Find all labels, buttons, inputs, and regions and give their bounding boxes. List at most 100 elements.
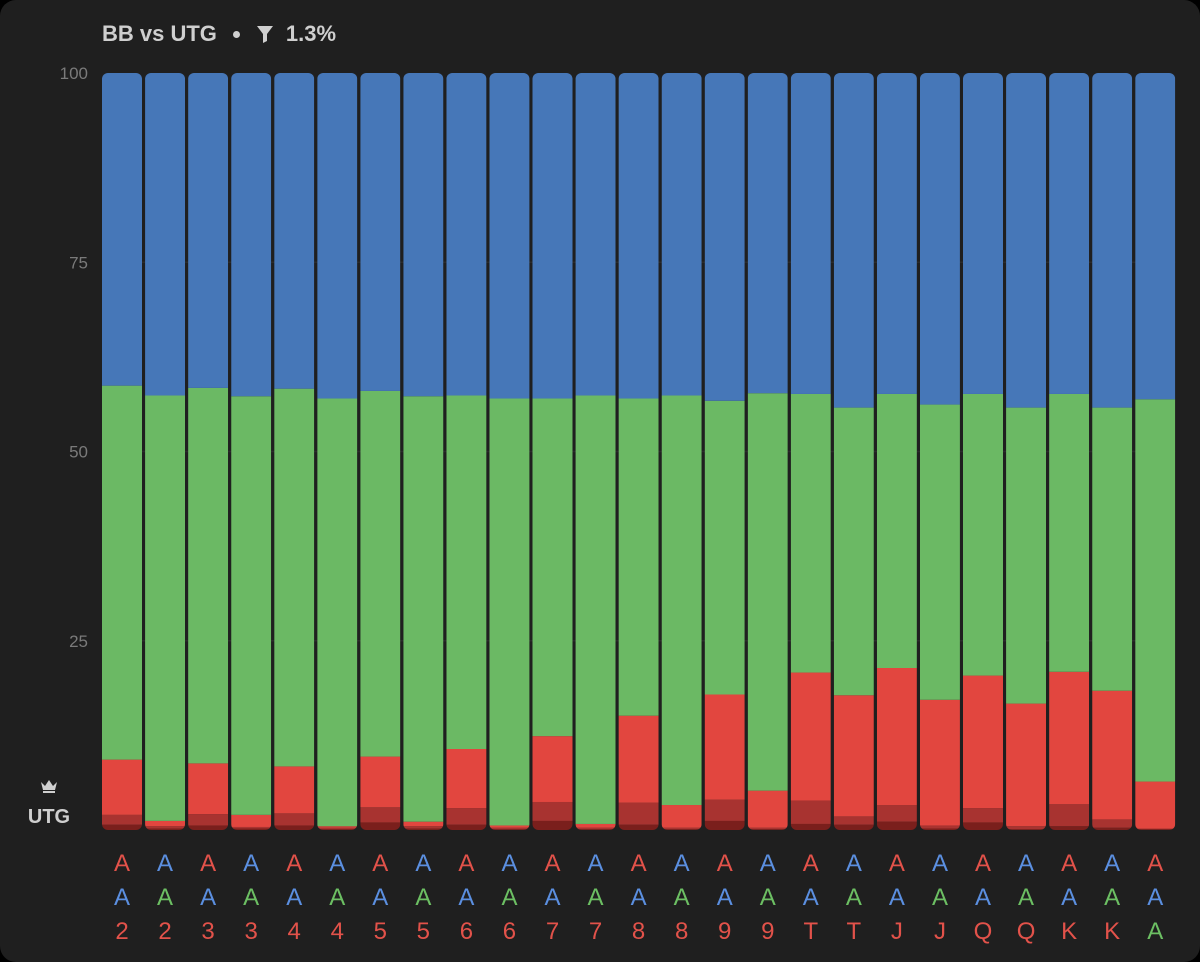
bar-segment bbox=[274, 766, 315, 814]
x-tick-label: T bbox=[803, 918, 818, 945]
bar-segment bbox=[532, 398, 573, 737]
bar-segment bbox=[876, 393, 917, 669]
x-tick-label: A bbox=[760, 884, 776, 911]
bar-segment bbox=[963, 73, 1003, 394]
bar-segment bbox=[618, 73, 659, 399]
x-tick-label: 4 bbox=[288, 918, 301, 945]
bar-segment bbox=[833, 73, 874, 408]
bar-segment bbox=[446, 808, 487, 825]
x-tick-label: A bbox=[458, 850, 474, 877]
x-tick-label: A bbox=[717, 884, 733, 911]
bar-segment bbox=[532, 801, 573, 821]
x-tick-label: 5 bbox=[374, 918, 387, 945]
bar-segment bbox=[1006, 73, 1047, 408]
bar-segment bbox=[1135, 828, 1176, 830]
bar-segment bbox=[1092, 690, 1133, 820]
bar-column[interactable] bbox=[274, 73, 315, 830]
bar-column[interactable] bbox=[963, 73, 1003, 830]
bar-segment bbox=[704, 799, 745, 821]
bar-column[interactable] bbox=[575, 73, 616, 830]
bar-segment bbox=[876, 821, 917, 830]
bar-segment bbox=[317, 398, 358, 827]
x-tick-label: A bbox=[803, 850, 819, 877]
x-tick-label: A bbox=[415, 850, 431, 877]
bar-segment bbox=[618, 398, 659, 716]
bar-segment bbox=[317, 826, 358, 828]
bar-segment bbox=[963, 822, 1003, 830]
x-tick-label: 9 bbox=[761, 918, 774, 945]
bar-column[interactable] bbox=[231, 73, 272, 830]
x-tick-label: A bbox=[200, 884, 216, 911]
bar-segment bbox=[360, 807, 401, 823]
x-tick-label: T bbox=[847, 918, 862, 945]
bar-segment bbox=[446, 73, 487, 396]
bar-column[interactable] bbox=[446, 73, 487, 830]
x-tick-label: A bbox=[1061, 884, 1077, 911]
y-tick-label: 75 bbox=[69, 253, 88, 272]
bar-segment bbox=[188, 763, 229, 815]
bar-segment bbox=[704, 694, 745, 800]
bar-segment bbox=[317, 827, 358, 830]
bar-segment bbox=[489, 827, 530, 830]
x-tick-label: A bbox=[1018, 850, 1034, 877]
bar-column[interactable] bbox=[661, 73, 702, 830]
bar-column[interactable] bbox=[833, 73, 874, 830]
bar-column[interactable] bbox=[532, 73, 573, 830]
bar-segment bbox=[1092, 407, 1133, 691]
x-tick-label: A bbox=[1104, 850, 1120, 877]
bar-segment bbox=[1135, 399, 1176, 782]
x-tick-label: A bbox=[114, 850, 130, 877]
bar-segment bbox=[360, 390, 401, 757]
bar-segment bbox=[790, 393, 831, 673]
bar-column[interactable] bbox=[790, 73, 831, 830]
bar-column[interactable] bbox=[876, 73, 917, 830]
filter-icon[interactable] bbox=[256, 24, 274, 44]
bar-column[interactable] bbox=[618, 73, 659, 830]
x-tick-label: A bbox=[717, 850, 733, 877]
x-tick-label: A bbox=[1018, 884, 1034, 911]
x-tick-label: A bbox=[329, 884, 345, 911]
bar-segment bbox=[575, 829, 616, 830]
bar-column[interactable] bbox=[1049, 73, 1090, 830]
bar-column[interactable] bbox=[145, 73, 186, 830]
bar-segment bbox=[145, 826, 186, 829]
bar-column[interactable] bbox=[1135, 73, 1176, 830]
bar-column[interactable] bbox=[360, 73, 401, 830]
bar-column[interactable] bbox=[704, 73, 745, 830]
x-tick-label: A bbox=[889, 884, 905, 911]
bar-column[interactable] bbox=[102, 73, 142, 830]
bar-column[interactable] bbox=[403, 73, 444, 830]
bar-segment bbox=[145, 828, 186, 830]
bar-column[interactable] bbox=[1006, 73, 1047, 830]
bar-segment bbox=[102, 824, 142, 830]
bar-column[interactable] bbox=[317, 73, 358, 830]
bar-segment bbox=[403, 396, 444, 822]
bar-segment bbox=[274, 73, 315, 389]
bar-column[interactable] bbox=[188, 73, 229, 830]
x-tick-label: A bbox=[1104, 884, 1120, 911]
x-tick-label: J bbox=[934, 918, 946, 945]
x-tick-label: A bbox=[200, 850, 216, 877]
bar-segment bbox=[919, 699, 960, 826]
x-tick-label: A bbox=[674, 884, 690, 911]
bar-segment bbox=[618, 802, 659, 825]
bar-segment bbox=[1049, 804, 1090, 827]
x-tick-label: 8 bbox=[632, 918, 645, 945]
chart-header: BB vs UTG 1.3% bbox=[102, 18, 336, 50]
bar-segment bbox=[532, 736, 573, 802]
bar-segment bbox=[403, 73, 444, 397]
separator-dot bbox=[232, 30, 240, 38]
bar-column[interactable] bbox=[1092, 73, 1133, 830]
bar-segment bbox=[747, 790, 788, 828]
filter-value: 1.3% bbox=[285, 21, 337, 46]
bar-segment bbox=[618, 715, 659, 803]
bar-column[interactable] bbox=[919, 73, 960, 830]
bar-column[interactable] bbox=[747, 73, 788, 830]
bar-segment bbox=[575, 823, 616, 828]
bar-column[interactable] bbox=[489, 73, 530, 830]
bar-segment bbox=[1049, 393, 1090, 672]
bar-segment bbox=[747, 73, 788, 394]
x-tick-label: 3 bbox=[201, 918, 214, 945]
bar-segment bbox=[661, 395, 702, 806]
bar-segment bbox=[661, 827, 702, 830]
